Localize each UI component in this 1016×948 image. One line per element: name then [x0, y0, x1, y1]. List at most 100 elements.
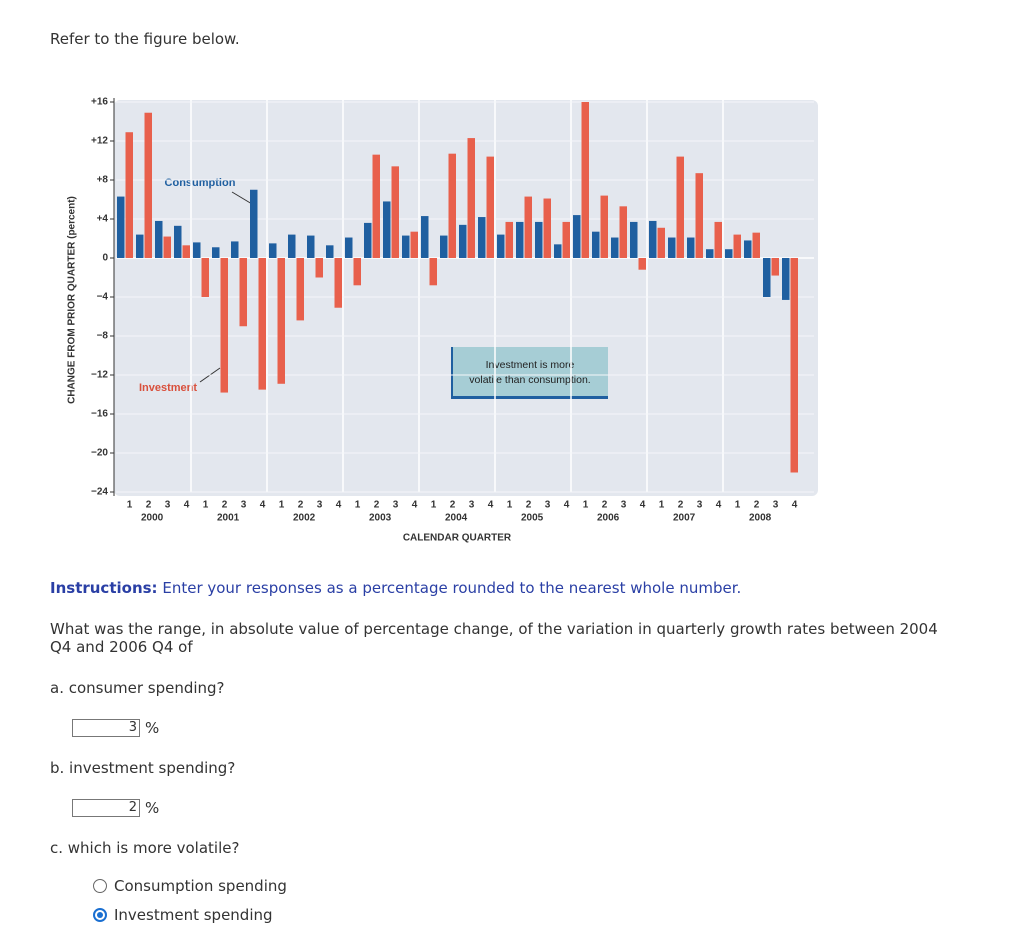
bar	[448, 153, 456, 258]
y-tick-label: −24	[91, 487, 108, 498]
bar	[334, 258, 342, 308]
x-tick-label: 2	[222, 500, 228, 511]
x-tick-label: 3	[317, 500, 323, 511]
bar	[467, 138, 475, 258]
consumption-label: Consumption	[165, 177, 236, 189]
unit: %	[145, 799, 160, 817]
radio[interactable]	[93, 879, 107, 893]
bar	[239, 258, 247, 327]
answer-input[interactable]: 2	[72, 799, 140, 817]
bar	[505, 221, 513, 258]
bar	[543, 198, 551, 258]
part-c: c. which is more volatile?	[50, 839, 240, 857]
x-tick-label: 1	[203, 500, 209, 511]
bar	[592, 231, 600, 258]
x-axis-label: CALENDAR QUARTER	[403, 533, 512, 544]
bar	[714, 221, 722, 258]
x-tick-label: 2	[146, 500, 152, 511]
x-tick-label: 4	[184, 500, 190, 511]
y-tick-label: −16	[91, 409, 108, 420]
bar	[402, 235, 410, 258]
bar	[429, 258, 437, 286]
y-tick-label: 0	[102, 253, 108, 264]
bar	[535, 221, 543, 258]
question: Q4 and 2006 Q4 of	[50, 638, 193, 656]
option-label[interactable]: Investment spending	[114, 906, 273, 924]
bar	[649, 220, 657, 258]
y-tick-label: −12	[91, 370, 108, 381]
x-tick-label: 4	[336, 500, 342, 511]
x-tick-label: 3	[241, 500, 247, 511]
x-tick-label: 4	[564, 500, 570, 511]
x-tick-label: 4	[260, 500, 266, 511]
y-tick-label: +16	[91, 97, 108, 108]
bar	[364, 222, 372, 258]
bar	[516, 221, 524, 258]
bar	[163, 236, 171, 258]
year-label: 2007	[673, 513, 696, 524]
x-tick-label: 3	[469, 500, 475, 511]
x-tick-label: 1	[355, 500, 361, 511]
part-b: b. investment spending?	[50, 759, 236, 777]
bar	[315, 258, 323, 278]
bar	[391, 166, 399, 258]
x-tick-label: 1	[659, 500, 665, 511]
bar	[288, 234, 296, 258]
bar	[440, 235, 448, 258]
year-label: 2001	[217, 513, 240, 524]
bar	[733, 234, 741, 258]
x-tick-label: 4	[412, 500, 418, 511]
year-label: 2005	[521, 513, 544, 524]
y-tick-label: −20	[91, 448, 108, 459]
bar	[182, 245, 190, 258]
bar	[744, 240, 752, 258]
y-tick-label: +4	[97, 214, 109, 225]
arrow	[231, 191, 253, 205]
note: Investment is more	[486, 359, 575, 371]
bar	[372, 154, 380, 258]
x-tick-label: 3	[697, 500, 703, 511]
bar	[600, 195, 608, 258]
bar	[611, 237, 619, 258]
bar	[258, 258, 266, 390]
y-tick-label: −8	[97, 331, 109, 342]
y-tick-label: +8	[97, 175, 109, 186]
bar	[478, 217, 486, 258]
year-label: 2000	[141, 513, 164, 524]
bar	[193, 242, 201, 258]
plot-bg	[114, 100, 818, 496]
bar	[353, 258, 361, 286]
bar	[277, 258, 285, 384]
x-tick-label: 3	[621, 500, 627, 511]
bar	[554, 244, 562, 258]
y-axis-label: CHANGE FROM PRIOR QUARTER (percent)	[67, 196, 78, 404]
x-tick-label: 3	[545, 500, 551, 511]
radio[interactable]	[93, 908, 107, 922]
x-tick-label: 1	[431, 500, 437, 511]
answer-input[interactable]: 3	[72, 719, 140, 737]
year-label: 2008	[749, 513, 772, 524]
bar	[676, 156, 684, 258]
instructions-text: Enter your responses as a percentage rou…	[162, 579, 742, 597]
bar	[486, 156, 494, 258]
bar	[619, 206, 627, 258]
x-tick-label: 2	[526, 500, 532, 511]
x-tick-label: 1	[735, 500, 741, 511]
option-label[interactable]: Consumption spending	[114, 877, 287, 895]
y-tick-label: −4	[97, 292, 109, 303]
year-label: 2002	[293, 513, 316, 524]
bar	[687, 237, 695, 258]
bar	[421, 216, 429, 258]
bar	[695, 173, 703, 258]
note-box	[453, 347, 608, 396]
x-tick-label: 2	[374, 500, 380, 511]
bar	[581, 102, 589, 258]
year-label: 2003	[369, 513, 392, 524]
x-tick-label: 1	[583, 500, 589, 511]
x-tick-label: 4	[640, 500, 646, 511]
bar	[383, 201, 391, 258]
x-tick-label: 4	[488, 500, 494, 511]
bar	[410, 231, 418, 258]
bar	[782, 258, 790, 300]
